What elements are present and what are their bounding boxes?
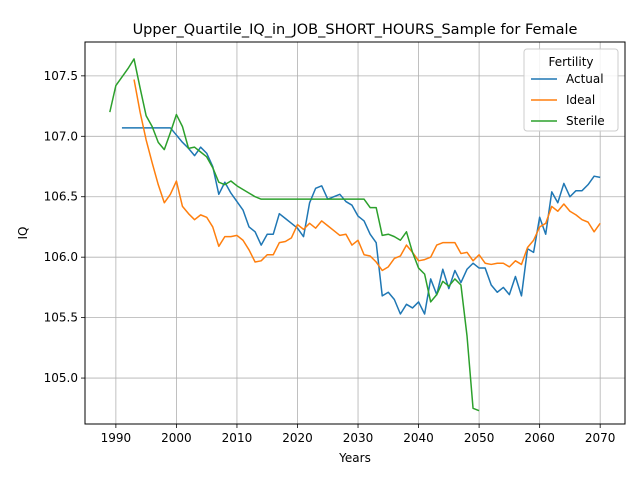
x-axis-label: Years <box>338 451 371 465</box>
plot-frame <box>84 41 626 425</box>
legend: Fertility Actual Ideal Sterile <box>523 48 619 132</box>
legend-items: Actual Ideal Sterile <box>531 72 605 128</box>
y-tick-label: 105.5 <box>44 311 78 325</box>
legend-label-sterile: Sterile <box>566 114 605 128</box>
x-tick-label: 2020 <box>282 431 313 445</box>
y-tick-label: 106.0 <box>44 250 78 264</box>
x-tick-label: 2000 <box>161 431 192 445</box>
legend-title: Fertility <box>548 55 593 69</box>
series-lines <box>109 58 601 412</box>
y-tick-label: 106.5 <box>44 190 78 204</box>
x-tick-label: 2070 <box>585 431 616 445</box>
legend-box <box>523 48 619 132</box>
series-line-ideal <box>133 79 601 272</box>
x-tick-label: 2040 <box>403 431 434 445</box>
chart-title: Upper_Quartile_IQ_in_JOB_SHORT_HOURS_Sam… <box>133 22 578 38</box>
x-tick-label: 2060 <box>524 431 555 445</box>
series-line-actual <box>121 127 601 315</box>
y-tick-label: 107.5 <box>44 69 78 83</box>
y-axis-label: IQ <box>16 227 30 240</box>
x-tick-label: 2010 <box>222 431 253 445</box>
legend-label-actual: Actual <box>566 72 604 86</box>
y-tick-label: 105.0 <box>44 371 78 385</box>
series-line-sterile <box>109 58 480 412</box>
legend-label-ideal: Ideal <box>566 93 595 107</box>
y-tick-label: 107.0 <box>44 129 78 143</box>
x-tick-label: 1990 <box>101 431 132 445</box>
x-tick-label: 2030 <box>343 431 374 445</box>
x-tick-label: 2050 <box>464 431 495 445</box>
axis-ticks: 1990 2000 2010 2020 2030 2040 2050 2060 2070 105.… <box>44 69 616 445</box>
